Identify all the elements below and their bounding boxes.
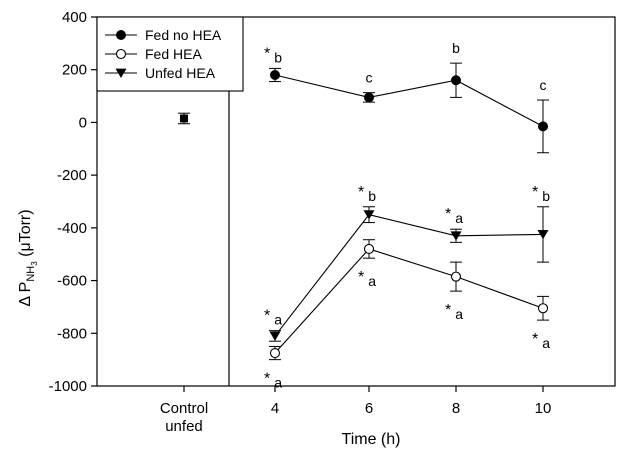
annotation-star: * bbox=[445, 302, 451, 319]
annotation-letter: a bbox=[455, 210, 463, 226]
point-control bbox=[180, 114, 188, 123]
annotation-unfed-hea: * a bbox=[445, 206, 463, 226]
annotation-letter: a bbox=[455, 306, 463, 322]
y-tick-label: -200 bbox=[57, 167, 87, 184]
legend-marker-fed-no-hea bbox=[116, 30, 126, 40]
axis-ticks: 400 200 0 -200 -400 -600 -800 -1000 4 6 8 10 bbox=[49, 9, 552, 417]
y-axis-title: Δ PNH3 (μTorr) bbox=[17, 209, 39, 306]
series-markers bbox=[180, 69, 549, 359]
point-fed-hea bbox=[450, 271, 462, 282]
legend: Fed no HEA Fed HEA Unfed HEA bbox=[96, 16, 244, 92]
series-line-unfed-hea bbox=[274, 214, 544, 337]
y-tick-label: 400 bbox=[62, 9, 87, 26]
y-axis-title-prefix: Δ P bbox=[17, 282, 34, 307]
annotation-star: * bbox=[264, 45, 270, 62]
annotation-fed-hea: * a bbox=[532, 331, 550, 351]
x-axis-title: Time (h) bbox=[342, 431, 401, 448]
y-tick-label: -1000 bbox=[49, 378, 87, 395]
point-unfed-hea bbox=[537, 230, 549, 240]
annotation-star: * bbox=[264, 308, 270, 325]
point-fed-no-hea bbox=[538, 121, 548, 132]
point-fed-no-hea bbox=[451, 75, 461, 86]
series-lines bbox=[274, 74, 544, 354]
x-tick-label-control-line2: unfed bbox=[165, 418, 203, 435]
legend-label-fed-hea: Fed HEA bbox=[145, 46, 202, 62]
y-axis-title-suffix: (μTorr) bbox=[17, 209, 34, 261]
x-tick-label: 8 bbox=[452, 400, 460, 417]
annotation-letter: b bbox=[274, 49, 282, 65]
legend-marker-fed-hea bbox=[115, 48, 127, 60]
legend-marker-unfed-hea bbox=[115, 68, 127, 78]
annotation-unfed-hea: * b bbox=[532, 184, 550, 204]
annotation-fed-hea: * a bbox=[445, 302, 463, 322]
annotation-star: * bbox=[532, 331, 538, 348]
legend-label-unfed-hea: Unfed HEA bbox=[145, 65, 216, 81]
y-tick-label: 0 bbox=[79, 114, 87, 131]
annotation-letter: b bbox=[542, 188, 550, 204]
point-unfed-hea bbox=[450, 231, 462, 241]
point-fed-no-hea bbox=[364, 92, 374, 103]
point-fed-no-hea bbox=[270, 69, 280, 80]
point-unfed-hea bbox=[269, 331, 281, 341]
error-bars bbox=[178, 62, 549, 361]
y-axis-title-subscript: NH bbox=[25, 266, 37, 282]
x-tick-label-control-line1: Control bbox=[160, 400, 208, 417]
plot-border bbox=[96, 16, 616, 387]
annotation-unfed-hea: * b bbox=[358, 184, 376, 204]
point-fed-hea bbox=[269, 348, 281, 359]
annotation-fed-no-hea: c bbox=[366, 70, 373, 86]
annotation-fed-hea: * a bbox=[358, 269, 376, 289]
y-tick-label: -400 bbox=[57, 220, 87, 237]
series-line-fed-no-hea bbox=[274, 74, 544, 127]
annotation-fed-no-hea: b bbox=[452, 40, 460, 56]
annotation-star: * bbox=[445, 206, 451, 223]
annotation-star: * bbox=[532, 184, 538, 201]
annotation-unfed-hea: * a bbox=[264, 308, 282, 328]
annotation-star: * bbox=[358, 184, 364, 201]
y-tick-label: -600 bbox=[57, 273, 87, 290]
annotation-fed-no-hea: c bbox=[540, 77, 547, 93]
legend-label-fed-no-hea: Fed no HEA bbox=[145, 27, 222, 43]
y-axis-title-subsubscript: 3 bbox=[30, 261, 39, 266]
annotation-fed-no-hea: * b bbox=[264, 45, 282, 65]
annotation-star: * bbox=[358, 269, 364, 286]
series-line-fed-hea bbox=[274, 248, 544, 354]
annotation-letter: a bbox=[274, 375, 282, 391]
x-tick-label: 6 bbox=[365, 400, 373, 417]
x-tick-label: 10 bbox=[535, 400, 552, 417]
annotation-star: * bbox=[264, 371, 270, 388]
y-tick-label: 200 bbox=[62, 62, 87, 79]
annotation-letter: a bbox=[274, 312, 282, 328]
x-tick-label: 4 bbox=[271, 400, 279, 417]
y-tick-label: -800 bbox=[57, 325, 87, 342]
point-fed-hea bbox=[363, 243, 375, 254]
annotation-letter: b bbox=[368, 188, 376, 204]
annotation-letter: a bbox=[542, 335, 550, 351]
annotation-letter: a bbox=[368, 273, 376, 289]
annotation-fed-hea: * a bbox=[264, 371, 282, 391]
point-unfed-hea bbox=[363, 210, 375, 220]
point-fed-hea bbox=[537, 303, 549, 314]
